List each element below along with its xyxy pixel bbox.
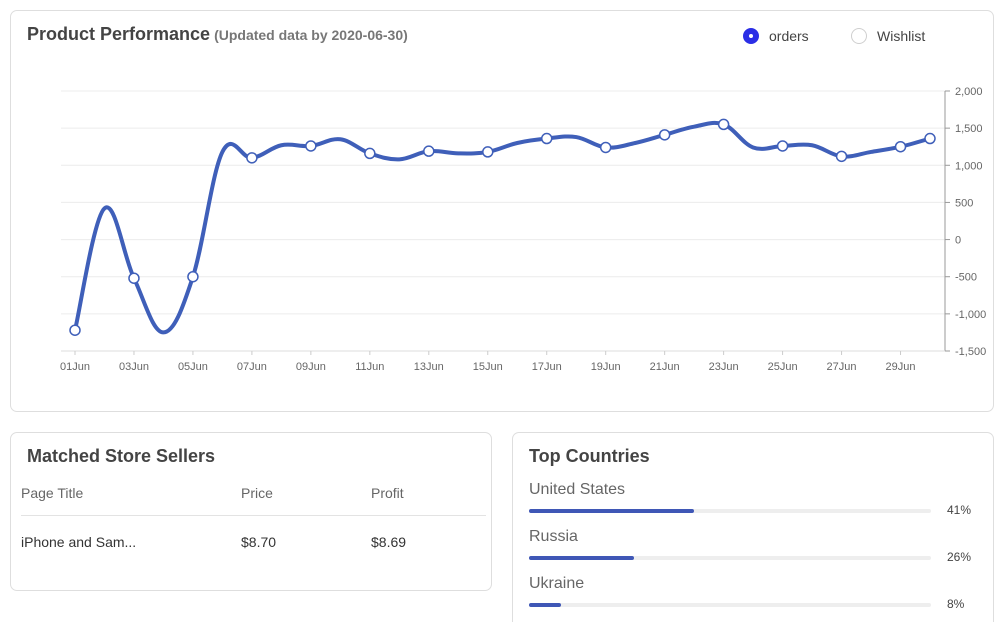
list-item: Russia 26% [529, 528, 979, 564]
data-point[interactable] [776, 140, 789, 152]
product-performance-card: Product Performance (Updated data by 2020… [10, 10, 994, 412]
country-bar-fill [529, 603, 562, 607]
list-item: United States 41% [529, 481, 979, 517]
product-performance-heading: Product Performance [27, 24, 211, 44]
orders-series-line [73, 120, 932, 335]
data-point[interactable] [717, 118, 730, 131]
y-tick-label: 500 [955, 197, 973, 209]
data-point[interactable] [69, 324, 81, 336]
y-tick-label: 2,000 [955, 86, 983, 98]
y-tick-label: -1,000 [955, 309, 986, 321]
list-item: Ukraine 8% [529, 575, 979, 611]
x-tick-label: 11Jun [355, 361, 384, 373]
sellers-table: Page Title Price Profit iPhone and Sam..… [21, 479, 486, 560]
x-tick-label: 01Jun [60, 361, 90, 373]
updated-date-subtitle: (Updated data by 2020-06-30) [214, 27, 408, 43]
x-tick-label: 21Jun [650, 361, 680, 373]
country-percentage: 26% [947, 550, 972, 564]
orders-radio[interactable] [743, 28, 759, 44]
x-tick-label: 15Jun [473, 361, 503, 373]
x-tick-label: 05Jun [178, 361, 208, 373]
country-name: Russia [529, 528, 578, 545]
column-price: Price [241, 479, 371, 516]
country-percentage: 8% [947, 597, 965, 611]
y-tick-label: -1,500 [955, 346, 986, 358]
wishlist-radio[interactable] [851, 28, 867, 44]
country-name: United States [529, 481, 626, 498]
table-row[interactable]: iPhone and Sam... $8.70 $8.69 [21, 516, 486, 561]
data-point[interactable] [128, 272, 140, 284]
y-tick-label: 0 [955, 235, 961, 247]
x-tick-label: 23Jun [709, 361, 739, 373]
matched-store-sellers-card: Matched Store Sellers Page Title Price P… [10, 432, 492, 591]
seller-profit: $8.69 [371, 534, 407, 550]
top-countries-card: Top Countries United States 41% Russia 2… [512, 432, 994, 622]
x-tick-label: 07Jun [237, 361, 267, 373]
x-tick-label: 13Jun [414, 361, 444, 373]
orders-label: orders [769, 28, 809, 44]
product-performance-title: Product Performance (Updated data by 2020… [27, 24, 408, 45]
country-bar-track [529, 603, 931, 607]
y-tick-label: -500 [955, 272, 977, 284]
data-point[interactable] [187, 270, 199, 283]
country-bar-track [529, 509, 931, 513]
x-tick-label: 09Jun [296, 361, 326, 373]
seller-page-title: iPhone and Sam... [21, 534, 137, 550]
x-tick-label: 27Jun [827, 361, 857, 373]
chart-grid [61, 90, 945, 352]
data-point[interactable] [924, 132, 936, 145]
data-point[interactable] [540, 132, 553, 145]
data-point[interactable] [658, 129, 671, 141]
sellers-header-row: Page Title Price Profit [21, 479, 486, 516]
seller-price: $8.70 [241, 534, 277, 550]
x-tick-label: 03Jun [119, 361, 149, 373]
x-tick-label: 25Jun [768, 361, 798, 373]
sellers-title: Matched Store Sellers [27, 446, 216, 466]
column-profit: Profit [371, 479, 486, 516]
data-point[interactable] [482, 146, 494, 158]
orders-line-chart: 2,000 1,500 1,000 500 0 -500 -1,000 -1,500 01Jun… [60, 86, 986, 373]
data-point[interactable] [364, 147, 376, 160]
column-page-title: Page Title [21, 479, 241, 516]
data-point[interactable] [894, 140, 907, 153]
orders-toggle[interactable]: orders [743, 28, 809, 44]
wishlist-label: Wishlist [877, 28, 926, 44]
country-bar-fill [529, 556, 634, 560]
y-tick-label: 1,000 [955, 160, 983, 172]
y-tick-label: 1,500 [955, 123, 983, 135]
country-bar-fill [529, 509, 694, 513]
wishlist-toggle[interactable]: Wishlist [851, 28, 925, 44]
countries-title: Top Countries [529, 446, 650, 466]
country-bar-track [529, 556, 931, 560]
x-tick-label: 17Jun [532, 361, 562, 373]
chart-axes: 2,000 1,500 1,000 500 0 -500 -1,000 -1,500 01Jun… [60, 86, 986, 373]
data-point[interactable] [246, 152, 258, 164]
data-point[interactable] [835, 150, 848, 163]
x-tick-label: 19Jun [591, 361, 621, 373]
data-point[interactable] [599, 141, 612, 154]
x-tick-label: 29Jun [886, 361, 916, 373]
country-name: Ukraine [529, 575, 585, 592]
country-percentage: 41% [947, 503, 972, 517]
data-point[interactable] [305, 140, 317, 152]
chart-points [69, 118, 936, 336]
data-point[interactable] [423, 145, 435, 157]
